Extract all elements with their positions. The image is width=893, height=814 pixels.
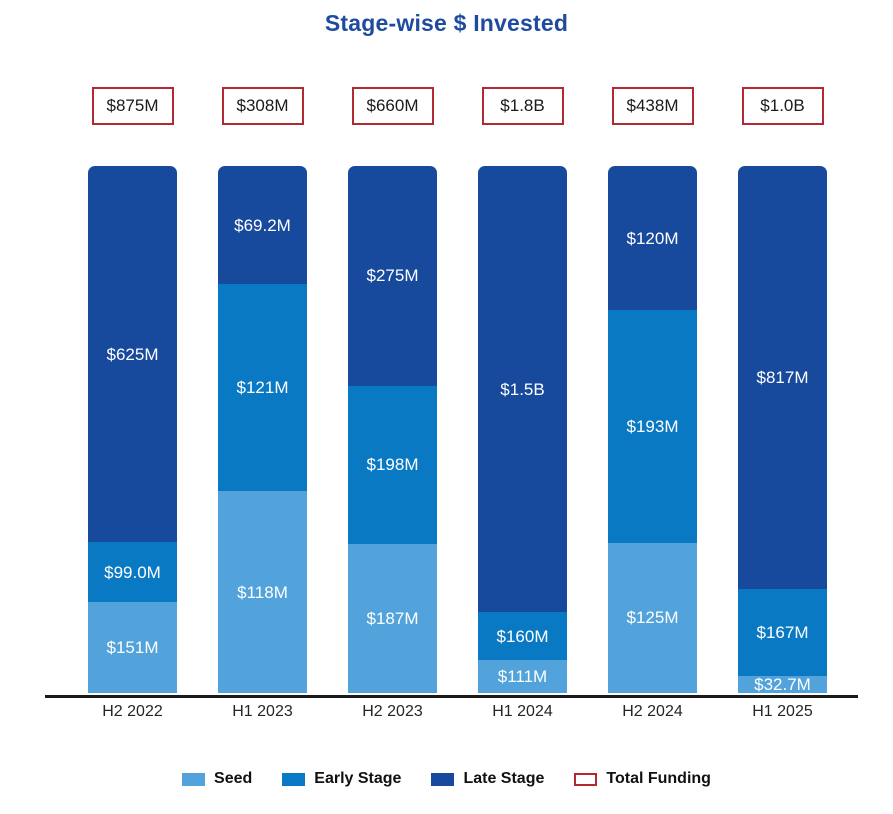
legend-label-early-stage: Early Stage <box>314 770 402 787</box>
late-stage-swatch-icon <box>431 772 455 786</box>
segment-value-label: $111M <box>497 666 548 686</box>
bar-segment-early: $99.0M <box>88 542 177 603</box>
total-funding-swatch-icon <box>574 772 598 786</box>
bar-segment-early: $193M <box>608 310 697 543</box>
segment-value-label: $1.5B <box>500 379 545 399</box>
stacked-bar: $69.2M $121M $118M <box>218 166 307 693</box>
segment-value-label: $275M <box>366 266 419 286</box>
early-stage-swatch-icon <box>282 772 306 786</box>
total-funding-box: $438M <box>611 87 694 125</box>
stacked-bar: $120M $193M $125M <box>608 166 697 693</box>
legend-item-seed: Seed <box>182 770 252 788</box>
segment-value-label: $121M <box>236 378 289 398</box>
seed-swatch-icon <box>182 772 206 786</box>
bar-segment-early: $198M <box>348 385 437 544</box>
bar-segment-late: $275M <box>348 166 437 386</box>
segment-value-label: $99.0M <box>104 562 161 582</box>
bar-segment-seed: $187M <box>348 543 437 693</box>
bar-columns: $875M $625M $99.0M $151M H2 2022 $308M $69… <box>88 87 827 721</box>
bar-segment-seed: $32.7M <box>738 676 827 693</box>
bar-segment-late: $625M <box>88 166 177 543</box>
bar-segment-late: $1.5B <box>478 166 567 613</box>
total-funding-box: $1.0B <box>741 87 824 125</box>
x-axis-label: H1 2025 <box>752 703 813 720</box>
bar-segment-late: $817M <box>738 166 827 590</box>
stacked-bar: $817M $167M $32.7M <box>738 166 827 693</box>
bar-segment-early: $121M <box>218 284 307 492</box>
total-funding-value: $1.0B <box>760 96 805 115</box>
segment-value-label: $69.2M <box>234 215 291 235</box>
bar-column: $308M $69.2M $121M $118M H1 2023 <box>218 87 307 721</box>
legend: Seed Early Stage Late Stage Total Fundin… <box>0 770 893 788</box>
bar-column: $1.0B $817M $167M $32.7M H1 2025 <box>738 87 827 721</box>
bar-segment-seed: $111M <box>478 659 567 693</box>
bar-segment-seed: $125M <box>608 542 697 693</box>
segment-value-label: $817M <box>756 368 809 388</box>
bar-segment-late: $69.2M <box>218 166 307 285</box>
segment-value-label: $193M <box>626 416 679 436</box>
segment-value-label: $167M <box>756 623 809 643</box>
legend-item-late-stage: Late Stage <box>431 770 544 788</box>
bar-segment-seed: $118M <box>218 491 307 693</box>
stacked-bar: $1.5B $160M $111M <box>478 166 567 693</box>
legend-item-early-stage: Early Stage <box>282 770 401 788</box>
segment-value-label: $198M <box>366 455 419 475</box>
total-funding-value: $875M <box>106 96 159 115</box>
bar-column: $1.8B $1.5B $160M $111M H1 2024 <box>478 87 567 721</box>
legend-label-seed: Seed <box>214 770 253 787</box>
stacked-bar: $625M $99.0M $151M <box>88 166 177 693</box>
total-funding-value: $660M <box>366 96 419 115</box>
segment-value-label: $120M <box>626 228 679 248</box>
segment-value-label: $625M <box>106 344 159 364</box>
segment-value-label: $187M <box>366 608 419 628</box>
segment-value-label: $151M <box>106 638 159 658</box>
total-funding-box: $875M <box>91 87 174 125</box>
x-axis-label: H2 2024 <box>622 703 683 720</box>
segment-value-label: $125M <box>626 608 679 628</box>
total-funding-box: $308M <box>221 87 304 125</box>
bar-segment-early: $167M <box>738 589 827 677</box>
total-funding-value: $1.8B <box>500 96 545 115</box>
legend-label-total-funding: Total Funding <box>606 770 711 787</box>
total-funding-box: $1.8B <box>481 87 564 125</box>
legend-item-total-funding: Total Funding <box>574 770 711 788</box>
bar-segment-early: $160M <box>478 612 567 660</box>
chart-title: Stage-wise $ Invested <box>324 10 569 36</box>
total-funding-box: $660M <box>351 87 434 125</box>
bar-column: $438M $120M $193M $125M H2 2024 <box>608 87 697 721</box>
bar-column: $875M $625M $99.0M $151M H2 2022 <box>88 87 177 721</box>
x-axis-label: H2 2022 <box>102 703 163 720</box>
segment-value-label: $32.7M <box>754 675 811 695</box>
stacked-bar: $275M $198M $187M <box>348 166 437 693</box>
bar-column: $660M $275M $198M $187M H2 2023 <box>348 87 437 721</box>
x-axis-label: H2 2023 <box>362 703 423 720</box>
x-axis-line <box>45 695 858 698</box>
x-axis-label: H1 2024 <box>492 703 553 720</box>
segment-value-label: $160M <box>496 626 549 646</box>
bar-segment-seed: $151M <box>88 602 177 693</box>
total-funding-value: $438M <box>626 96 679 115</box>
x-axis-label: H1 2023 <box>232 703 293 720</box>
bar-segment-late: $120M <box>608 166 697 311</box>
legend-label-late-stage: Late Stage <box>463 770 545 787</box>
segment-value-label: $118M <box>237 582 288 602</box>
total-funding-value: $308M <box>236 96 289 115</box>
